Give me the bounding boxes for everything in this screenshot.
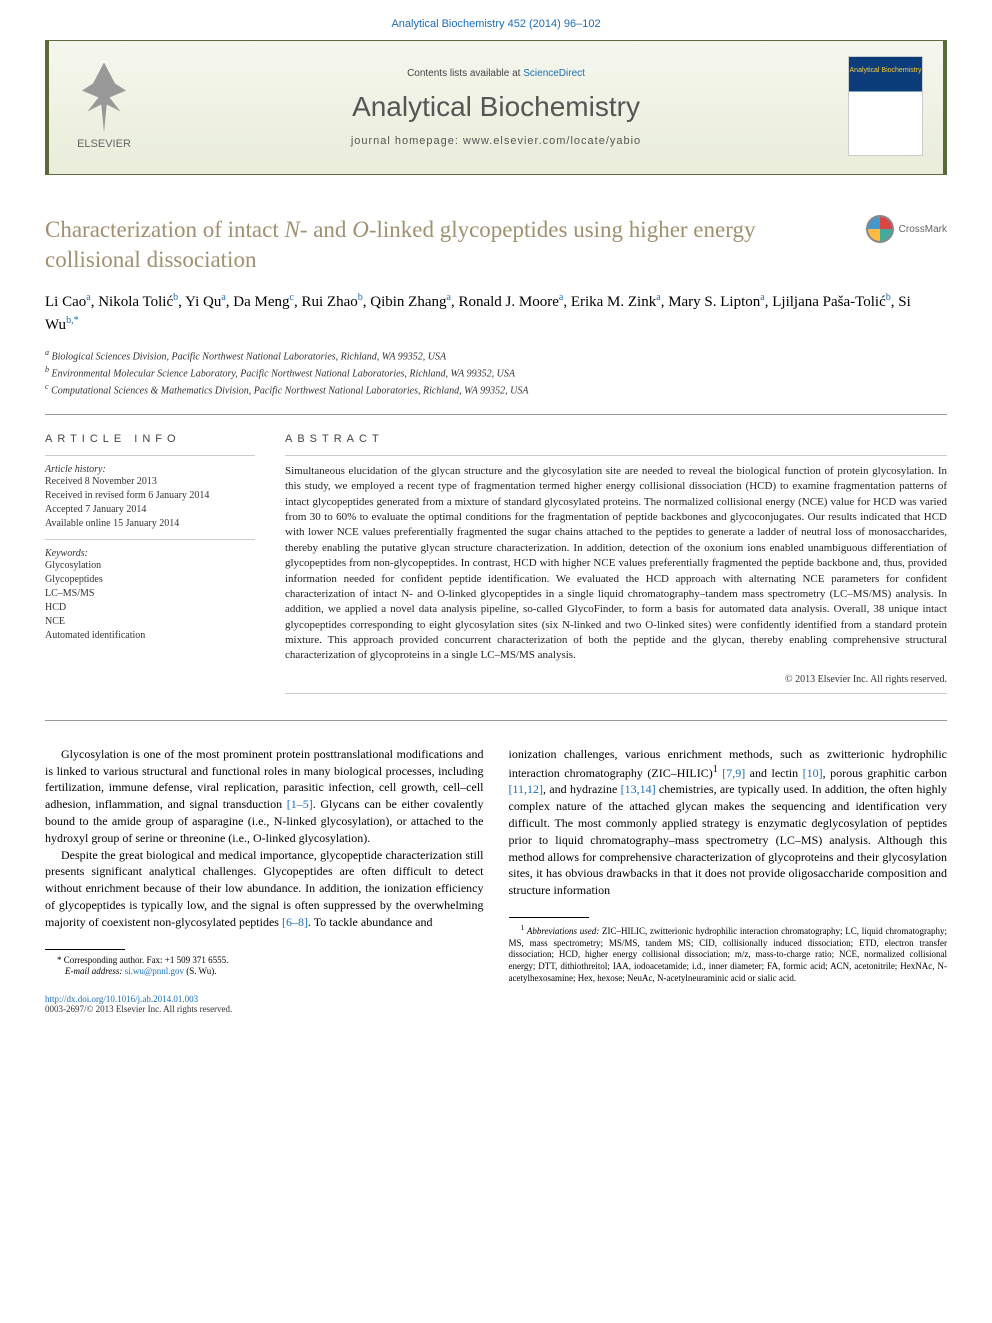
author: Qibin Zhanga xyxy=(370,294,451,310)
history-item: Available online 15 January 2014 xyxy=(45,517,255,531)
issn-copyright: 0003-2697/© 2013 Elsevier Inc. All right… xyxy=(45,1004,947,1014)
keyword: Glycopeptides xyxy=(45,573,255,587)
footnote-divider xyxy=(45,949,125,950)
contents-line: Contents lists available at ScienceDirec… xyxy=(49,68,943,79)
keyword: LC–MS/MS xyxy=(45,587,255,601)
keyword: Automated identification xyxy=(45,629,255,643)
history-item: Received in revised form 6 January 2014 xyxy=(45,489,255,503)
abbreviations-footnote: 1 Abbreviations used: ZIC–HILIC, zwitter… xyxy=(509,923,948,984)
section-divider xyxy=(45,720,947,721)
author: Ljiljana Paša-Tolićb xyxy=(772,294,891,310)
history-item: Received 8 November 2013 xyxy=(45,475,255,489)
email-footnote: E-mail address: si.wu@pnnl.gov (S. Wu). xyxy=(45,966,484,978)
body-columns: Glycosylation is one of the most promine… xyxy=(45,746,947,985)
article-title: Characterization of intact N- and O-link… xyxy=(45,215,947,275)
affiliations: a Biological Sciences Division, Pacific … xyxy=(45,347,947,399)
keyword: HCD xyxy=(45,601,255,615)
elsevier-logo: ELSEVIER xyxy=(69,56,139,156)
info-heading: ARTICLE INFO xyxy=(45,433,255,445)
keyword: Glycosylation xyxy=(45,559,255,573)
email-link[interactable]: si.wu@pnnl.gov xyxy=(125,966,184,976)
abstract-end-divider xyxy=(285,693,947,694)
abstract-heading: ABSTRACT xyxy=(285,433,947,445)
body-paragraph: Glycosylation is one of the most promine… xyxy=(45,746,484,847)
sciencedirect-link[interactable]: ScienceDirect xyxy=(523,68,585,79)
citation-link[interactable]: Analytical Biochemistry 452 (2014) 96–10… xyxy=(0,0,992,40)
abstract-copyright: © 2013 Elsevier Inc. All rights reserved… xyxy=(285,674,947,685)
title-section: CrossMark Characterization of intact N- … xyxy=(45,215,947,275)
title-italic-o: O xyxy=(352,217,369,242)
doi-link[interactable]: http://dx.doi.org/10.1016/j.ab.2014.01.0… xyxy=(45,994,947,1004)
affiliation: c Computational Sciences & Mathematics D… xyxy=(45,381,947,398)
author: Ronald J. Moorea xyxy=(458,294,563,310)
abstract-text: Simultaneous elucidation of the glycan s… xyxy=(285,464,947,664)
title-italic-n: N xyxy=(284,217,299,242)
elsevier-tree-icon xyxy=(77,63,132,133)
history-item: Accepted 7 January 2014 xyxy=(45,503,255,517)
author: Yi Qua xyxy=(185,294,226,310)
body-paragraph: ionization challenges, various enrichmen… xyxy=(509,746,948,899)
footnote-divider xyxy=(509,917,589,918)
author: Rui Zhaob xyxy=(302,294,363,310)
author: Nikola Tolićb xyxy=(98,294,178,310)
reference-link[interactable]: [13,14] xyxy=(621,782,656,796)
title-part3: - and xyxy=(300,217,352,242)
author: Li Caoa xyxy=(45,294,91,310)
journal-name: Analytical Biochemistry xyxy=(49,91,943,123)
reference-link[interactable]: [11,12] xyxy=(509,782,544,796)
reference-link[interactable]: [1–5] xyxy=(287,797,313,811)
footer-info: http://dx.doi.org/10.1016/j.ab.2014.01.0… xyxy=(45,994,947,1014)
body-paragraph: Despite the great biological and medical… xyxy=(45,847,484,931)
crossmark-badge[interactable]: CrossMark xyxy=(866,215,947,243)
publisher-name: ELSEVIER xyxy=(77,138,131,150)
abstract: ABSTRACT Simultaneous elucidation of the… xyxy=(285,433,947,702)
abstract-divider xyxy=(285,455,947,456)
author: Mary S. Liptona xyxy=(668,294,765,310)
author: Erika M. Zinka xyxy=(571,294,661,310)
keywords-label: Keywords: xyxy=(45,548,255,559)
info-divider xyxy=(45,539,255,540)
reference-link[interactable]: [7,9] xyxy=(722,766,745,780)
body-column-right: ionization challenges, various enrichmen… xyxy=(509,746,948,985)
homepage-line: journal homepage: www.elsevier.com/locat… xyxy=(49,135,943,147)
banner-center: Contents lists available at ScienceDirec… xyxy=(49,68,943,147)
journal-banner: ELSEVIER Contents lists available at Sci… xyxy=(45,40,947,175)
author: Da Mengc xyxy=(233,294,294,310)
keyword: NCE xyxy=(45,615,255,629)
affiliation: b Environmental Molecular Science Labora… xyxy=(45,364,947,381)
reference-link[interactable]: [10] xyxy=(803,766,823,780)
body-column-left: Glycosylation is one of the most promine… xyxy=(45,746,484,985)
info-divider xyxy=(45,455,255,456)
contents-text: Contents lists available at xyxy=(407,68,523,79)
authors-list: Li Caoa, Nikola Tolićb, Yi Qua, Da Mengc… xyxy=(45,290,947,337)
article-info: ARTICLE INFO Article history: Received 8… xyxy=(45,433,255,702)
section-divider xyxy=(45,414,947,415)
title-part1: Characterization of intact xyxy=(45,217,284,242)
crossmark-icon xyxy=(866,215,894,243)
reference-link[interactable]: [6–8] xyxy=(282,915,308,929)
cover-title: Analytical Biochemistry xyxy=(849,57,922,74)
journal-cover: Analytical Biochemistry xyxy=(848,56,923,156)
history-label: Article history: xyxy=(45,464,255,475)
info-abstract-row: ARTICLE INFO Article history: Received 8… xyxy=(45,433,947,702)
corresponding-author-footnote: * Corresponding author. Fax: +1 509 371 … xyxy=(45,955,484,967)
crossmark-label: CrossMark xyxy=(899,224,947,235)
affiliation: a Biological Sciences Division, Pacific … xyxy=(45,347,947,364)
